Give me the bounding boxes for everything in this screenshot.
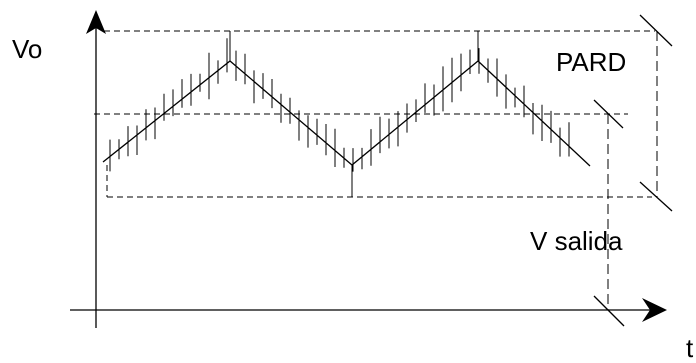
y-axis-arrowhead	[86, 10, 106, 34]
y-axis-label: Vo	[12, 34, 43, 64]
vsalida-top-tick	[593, 99, 624, 129]
noise-spikes	[109, 31, 570, 197]
pard-top-tick	[639, 14, 673, 47]
output-voltage-label: V salida	[530, 226, 623, 256]
dashed-guides	[94, 30, 658, 310]
x-axis-label: t	[686, 333, 694, 363]
vsalida-bottom-tick	[593, 295, 625, 327]
x-axis-arrowhead	[642, 298, 667, 322]
pard-label: PARD	[556, 47, 627, 77]
pard-bottom-tick	[639, 181, 673, 212]
